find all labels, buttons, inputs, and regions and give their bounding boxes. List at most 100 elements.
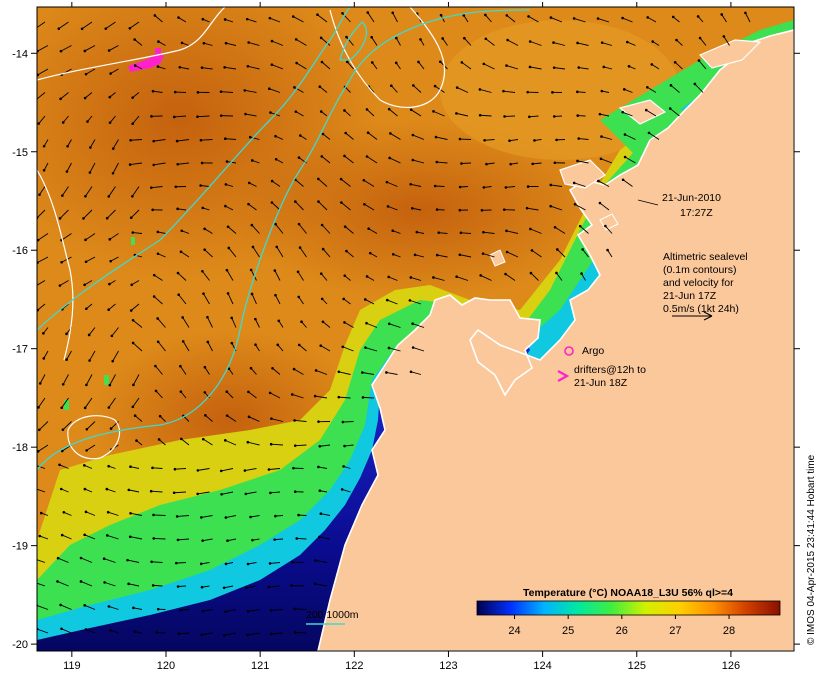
velocity-arrow [579,225,589,234]
velocity-arrowhead [293,607,296,611]
velocity-arrowhead [343,274,347,277]
velocity-arrowhead [505,229,508,233]
velocity-arrowhead [367,227,370,231]
velocity-arrowhead [529,271,533,275]
velocity-arrow [59,464,69,469]
velocity-arrow [61,186,69,196]
velocity-arrow [84,397,93,409]
velocity-arrow [292,394,304,399]
velocity-arrow [37,233,49,241]
velocity-arrow [436,161,448,164]
velocity-arrowhead [314,369,318,372]
velocity-arrowhead [58,284,62,287]
velocity-arrow [200,185,210,187]
colorbar-tick-label: 26 [616,625,628,637]
velocity-arrow [228,247,237,258]
velocity-arrow [295,201,304,211]
velocity-arrowhead [411,158,415,162]
velocity-arrowhead [320,155,324,158]
velocity-arrow [433,110,445,117]
velocity-arrowhead [37,238,40,242]
velocity-arrow [294,86,304,93]
bathy-contour [37,7,351,331]
velocity-arrow [530,41,542,46]
velocity-arrow [110,68,119,74]
velocity-arrowhead [56,556,60,560]
velocity-arrowhead [86,120,89,123]
velocity-arrowhead [433,84,437,88]
velocity-arrowhead [132,383,135,387]
velocity-arrow [271,632,284,635]
velocity-arrowhead [650,63,654,66]
velocity-arrow [252,246,260,258]
velocity-arrowhead [33,464,36,467]
velocity-arrowhead [127,488,131,492]
timestamp-line1: 21-Jun-2010 [662,192,721,204]
velocity-arrow [204,228,213,234]
velocity-arrow [271,64,284,70]
velocity-arrow [269,392,281,399]
velocity-arrow [133,607,143,610]
velocity-arrowhead [224,183,228,186]
velocity-arrowhead [412,84,415,87]
velocity-arrowhead [156,252,160,256]
velocity-arrowhead [576,159,579,163]
velocity-arrowhead [387,275,391,279]
velocity-arrowhead [553,225,557,229]
velocity-arrowhead [132,606,135,610]
velocity-arrowhead [290,584,293,587]
velocity-arrowhead [83,96,87,100]
velocity-arrowhead [230,316,234,320]
velocity-arrowhead [668,107,672,110]
velocity-arrowhead [365,108,369,111]
velocity-arrowhead [107,464,110,468]
velocity-arrowhead [179,250,183,254]
velocity-arrowhead [297,513,300,517]
velocity-arrow [298,223,307,234]
velocity-arrowhead [345,249,348,253]
velocity-arrowhead [199,184,202,187]
velocity-arrowhead [196,91,200,94]
velocity-arrowhead [627,64,631,68]
velocity-arrowhead [224,41,228,45]
velocity-arrow [108,45,119,51]
velocity-arrow [62,115,69,123]
velocity-arrowhead [84,510,88,514]
velocity-arrow [226,269,234,281]
velocity-arrowhead [459,231,463,235]
velocity-arrow [201,67,213,70]
velocity-arrow [89,162,96,173]
velocity-arrow [294,419,307,422]
velocity-arrow [132,232,143,234]
sealevel-contour [37,7,226,81]
velocity-arrowhead [59,97,62,101]
velocity-arrowhead [247,202,250,206]
velocity-arrow [158,439,166,446]
velocity-arrow [62,444,72,452]
velocity-arrowhead [529,227,532,231]
velocity-arrow [414,254,425,258]
bathy-contour [339,21,368,61]
velocity-arrow [577,42,589,46]
velocity-arrowhead [42,357,46,360]
velocity-arrowhead [107,406,111,409]
velocity-arrowhead [368,251,372,255]
velocity-arrowhead [317,177,320,181]
velocity-arrowhead [297,156,301,159]
velocity-arrow [509,139,519,142]
velocity-arrow [224,66,237,70]
velocity-arrow [84,534,96,540]
velocity-arrow [134,415,143,422]
velocity-arrow [202,609,213,612]
velocity-arrowhead [485,162,488,166]
velocity-arrow [227,226,237,234]
velocity-arrowhead [223,66,226,69]
velocity-arrow [108,606,119,610]
velocity-arrow [363,179,375,187]
velocity-arrowhead [109,427,113,430]
velocity-arrow [80,581,93,587]
x-tick-label: 119 [63,660,81,672]
velocity-arrow [272,367,281,375]
velocity-arrowhead [79,556,83,560]
velocity-arrow [84,280,93,286]
